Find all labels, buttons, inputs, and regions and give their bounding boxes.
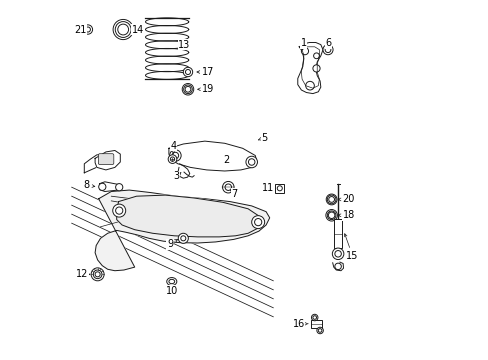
Text: 2: 2 bbox=[223, 155, 229, 165]
Circle shape bbox=[325, 194, 336, 205]
Circle shape bbox=[251, 216, 264, 229]
Text: 14: 14 bbox=[131, 24, 143, 35]
FancyBboxPatch shape bbox=[98, 154, 114, 165]
Circle shape bbox=[245, 156, 257, 168]
Text: 4: 4 bbox=[170, 141, 176, 154]
Text: 18: 18 bbox=[338, 210, 354, 220]
Circle shape bbox=[222, 181, 234, 193]
Circle shape bbox=[91, 268, 104, 281]
FancyBboxPatch shape bbox=[333, 219, 342, 248]
Text: 8: 8 bbox=[83, 180, 95, 190]
Circle shape bbox=[183, 67, 192, 77]
Text: 15: 15 bbox=[344, 234, 358, 261]
Circle shape bbox=[313, 53, 319, 59]
Circle shape bbox=[332, 248, 343, 260]
Polygon shape bbox=[297, 42, 322, 94]
Circle shape bbox=[113, 204, 125, 217]
Polygon shape bbox=[84, 155, 106, 173]
Polygon shape bbox=[100, 182, 122, 192]
Text: 17: 17 bbox=[197, 67, 214, 77]
FancyBboxPatch shape bbox=[275, 184, 284, 193]
Circle shape bbox=[168, 155, 177, 163]
Polygon shape bbox=[168, 141, 257, 171]
Circle shape bbox=[305, 81, 314, 90]
Text: 19: 19 bbox=[197, 84, 214, 94]
Polygon shape bbox=[95, 150, 120, 170]
Text: 20: 20 bbox=[338, 194, 354, 204]
Circle shape bbox=[301, 48, 308, 55]
Circle shape bbox=[169, 150, 181, 161]
Circle shape bbox=[178, 233, 188, 243]
Text: 21: 21 bbox=[74, 24, 87, 35]
Text: 3: 3 bbox=[173, 171, 181, 181]
Polygon shape bbox=[117, 195, 260, 237]
Text: 5: 5 bbox=[258, 132, 267, 143]
Circle shape bbox=[113, 19, 133, 40]
Text: 9: 9 bbox=[166, 239, 177, 249]
Text: 7: 7 bbox=[230, 189, 237, 199]
Circle shape bbox=[182, 84, 193, 95]
Circle shape bbox=[99, 183, 106, 190]
Text: 13: 13 bbox=[178, 40, 190, 50]
Circle shape bbox=[316, 327, 323, 334]
Text: 1: 1 bbox=[300, 38, 306, 48]
Circle shape bbox=[325, 210, 337, 221]
Polygon shape bbox=[95, 190, 269, 271]
Polygon shape bbox=[332, 262, 343, 271]
Text: 10: 10 bbox=[165, 286, 178, 296]
Text: 11: 11 bbox=[261, 183, 274, 193]
Circle shape bbox=[312, 65, 320, 72]
Circle shape bbox=[115, 184, 122, 191]
Circle shape bbox=[322, 45, 332, 55]
Text: 16: 16 bbox=[292, 319, 307, 329]
Text: 12: 12 bbox=[76, 269, 90, 279]
Circle shape bbox=[83, 25, 92, 34]
Text: 6: 6 bbox=[325, 38, 331, 48]
Ellipse shape bbox=[166, 278, 177, 285]
FancyBboxPatch shape bbox=[311, 320, 322, 328]
Circle shape bbox=[311, 314, 317, 321]
